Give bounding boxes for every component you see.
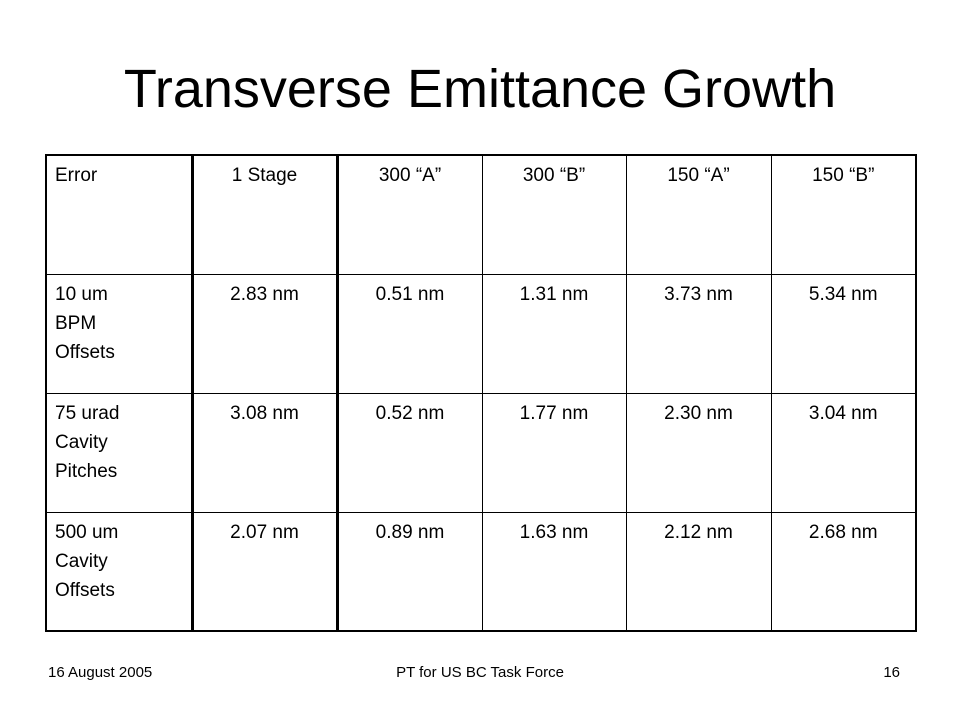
row-label-line: 75 urad — [55, 402, 120, 424]
header-cell-error: Error — [45, 154, 194, 275]
table-row: 75 urad Cavity Pitches 3.08 nm 0.52 nm 1… — [45, 392, 917, 513]
row-label-line: Offsets — [55, 579, 115, 601]
value-cell-150-a: 2.12 nm — [625, 511, 772, 632]
slide-title: Transverse Emittance Growth — [123, 59, 837, 119]
row-label-line: Offsets — [55, 341, 115, 363]
value-cell-300-a: 0.51 nm — [336, 273, 483, 394]
header-cell-300-b: 300 “B” — [481, 154, 627, 275]
value-cell-300-a: 0.89 nm — [336, 511, 483, 632]
row-label-cell: 10 um BPM Offsets — [45, 273, 194, 394]
table-row: 500 um Cavity Offsets 2.07 nm 0.89 nm 1.… — [45, 511, 917, 632]
value-cell-300-b: 1.63 nm — [481, 511, 627, 632]
table-row: 10 um BPM Offsets 2.83 nm 0.51 nm 1.31 n… — [45, 273, 917, 394]
row-label-cell: 500 um Cavity Offsets — [45, 511, 194, 632]
header-cell-300-a: 300 “A” — [336, 154, 483, 275]
footer-date: 16 August 2005 — [48, 664, 153, 681]
value-cell-300-a: 0.52 nm — [336, 392, 483, 513]
footer-presentation-title: PT for US BC Task Force — [396, 664, 564, 681]
value-cell-300-b: 1.31 nm — [481, 273, 627, 394]
row-label-cell: 75 urad Cavity Pitches — [45, 392, 194, 513]
value-cell-150-a: 2.30 nm — [625, 392, 772, 513]
value-cell-150-b: 5.34 nm — [770, 273, 917, 394]
value-cell-150-b: 3.04 nm — [770, 392, 917, 513]
header-cell-150-a: 150 “A” — [625, 154, 772, 275]
value-cell-1-stage: 3.08 nm — [191, 392, 339, 513]
row-label-line: 10 um — [55, 283, 108, 305]
row-label-line: Cavity — [55, 431, 108, 453]
row-label-line: 500 um — [55, 521, 119, 543]
value-cell-150-a: 3.73 nm — [625, 273, 772, 394]
value-cell-1-stage: 2.07 nm — [191, 511, 339, 632]
row-label-line: Cavity — [55, 550, 108, 572]
header-cell-150-b: 150 “B” — [770, 154, 917, 275]
row-label-line: BPM — [55, 312, 97, 334]
value-cell-1-stage: 2.83 nm — [191, 273, 339, 394]
header-cell-1-stage: 1 Stage — [191, 154, 339, 275]
emittance-table: Error 1 Stage 300 “A” 300 “B” 150 “A” 15… — [45, 154, 917, 632]
table-header-row: Error 1 Stage 300 “A” 300 “B” 150 “A” 15… — [45, 154, 917, 275]
row-label-line: Pitches — [55, 460, 118, 482]
value-cell-150-b: 2.68 nm — [770, 511, 917, 632]
value-cell-300-b: 1.77 nm — [481, 392, 627, 513]
footer-page-number: 16 — [883, 664, 900, 681]
